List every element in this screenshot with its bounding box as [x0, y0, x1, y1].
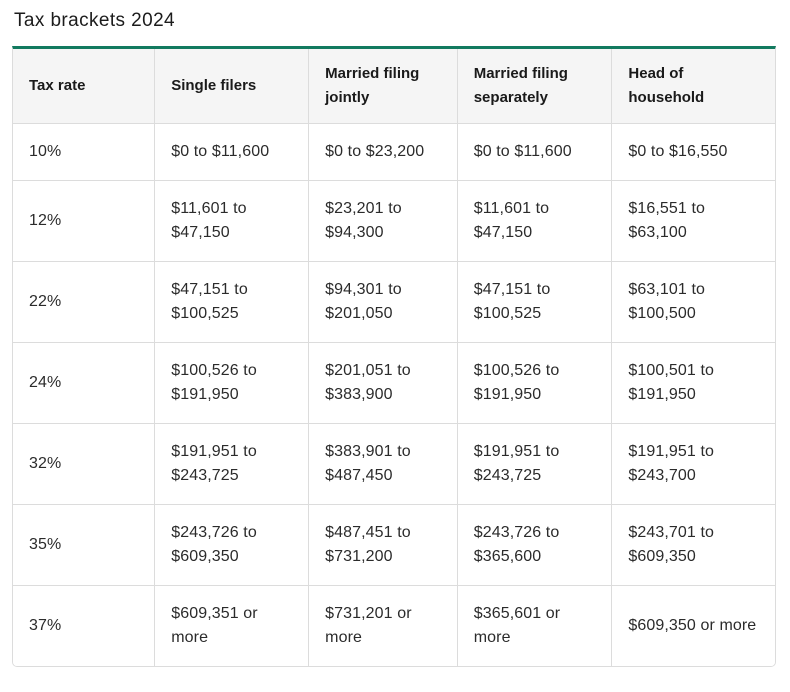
bracket-range-cell: $243,726 to $609,350 [154, 504, 310, 586]
table-row: 12% $11,601 to $47,150 $23,201 to $94,300 $… [13, 180, 775, 262]
tax-rate-cell: 12% [13, 180, 156, 262]
column-header-tax-rate: Tax rate [13, 48, 156, 124]
bracket-range-cell: $94,301 to $201,050 [308, 261, 458, 343]
bracket-range-cell: $243,701 to $609,350 [611, 504, 775, 586]
table-row: 24% $100,526 to $191,950 $201,051 to $383,… [13, 342, 775, 424]
tax-brackets-table: Tax rate Single filers Married filing join… [13, 48, 775, 666]
tax-rate-cell: 32% [13, 423, 156, 505]
tax-rate-cell: 35% [13, 504, 156, 586]
table-row: 22% $47,151 to $100,525 $94,301 to $201,05… [13, 261, 775, 343]
bracket-range-cell: $11,601 to $47,150 [154, 180, 310, 262]
bracket-range-cell: $0 to $11,600 [154, 123, 310, 181]
column-header-single-filers: Single filers [154, 48, 310, 124]
bracket-range-cell: $191,951 to $243,725 [457, 423, 613, 505]
table-row: 37% $609,351 or more $731,201 or more $365,… [13, 585, 775, 666]
header-row: Tax rate Single filers Married filing join… [13, 48, 775, 124]
tax-rate-cell: 10% [13, 123, 156, 181]
table-body: 10% $0 to $11,600 $0 to $23,200 $0 to $11,6… [13, 123, 775, 666]
bracket-range-cell: $100,526 to $191,950 [154, 342, 310, 424]
tax-rate-cell: 24% [13, 342, 156, 424]
bracket-range-cell: $609,350 or more [611, 585, 775, 666]
table-row: 10% $0 to $11,600 $0 to $23,200 $0 to $11,6… [13, 123, 775, 181]
tax-rate-cell: 22% [13, 261, 156, 343]
tax-rate-cell: 37% [13, 585, 156, 666]
bracket-range-cell: $191,951 to $243,725 [154, 423, 310, 505]
bracket-range-cell: $47,151 to $100,525 [457, 261, 613, 343]
bracket-range-cell: $0 to $23,200 [308, 123, 458, 181]
bracket-range-cell: $0 to $16,550 [611, 123, 775, 181]
table-row: 32% $191,951 to $243,725 $383,901 to $487,… [13, 423, 775, 505]
bracket-range-cell: $0 to $11,600 [457, 123, 613, 181]
tax-brackets-table-container: Tax rate Single filers Married filing join… [12, 45, 776, 667]
column-header-married-filing-separately: Married filing separately [457, 48, 613, 124]
bracket-range-cell: $191,951 to $243,700 [611, 423, 775, 505]
column-header-head-of-household: Head of household [611, 48, 775, 124]
bracket-range-cell: $201,051 to $383,900 [308, 342, 458, 424]
page-title: Tax brackets 2024 [14, 10, 175, 31]
bracket-range-cell: $100,526 to $191,950 [457, 342, 613, 424]
bracket-range-cell: $16,551 to $63,100 [611, 180, 775, 262]
table-row: 35% $243,726 to $609,350 $487,451 to $731,… [13, 504, 775, 586]
bracket-range-cell: $383,901 to $487,450 [308, 423, 458, 505]
bracket-range-cell: $487,451 to $731,200 [308, 504, 458, 586]
column-header-married-filing-jointly: Married filing jointly [308, 48, 458, 124]
bracket-range-cell: $100,501 to $191,950 [611, 342, 775, 424]
bracket-range-cell: $11,601 to $47,150 [457, 180, 613, 262]
bracket-range-cell: $47,151 to $100,525 [154, 261, 310, 343]
bracket-range-cell: $23,201 to $94,300 [308, 180, 458, 262]
bracket-range-cell: $365,601 or more [457, 585, 613, 666]
bracket-range-cell: $731,201 or more [308, 585, 458, 666]
table-header: Tax rate Single filers Married filing join… [13, 48, 775, 124]
bracket-range-cell: $63,101 to $100,500 [611, 261, 775, 343]
bracket-range-cell: $243,726 to $365,600 [457, 504, 613, 586]
bracket-range-cell: $609,351 or more [154, 585, 310, 666]
